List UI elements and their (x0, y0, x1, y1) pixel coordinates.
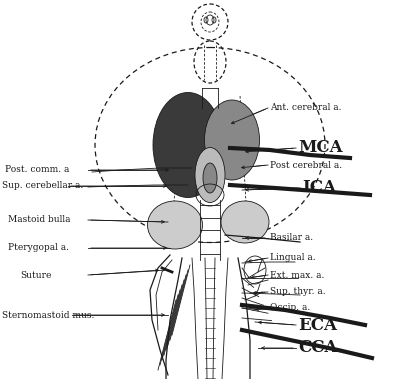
Ellipse shape (195, 147, 225, 202)
Text: ICA: ICA (302, 180, 336, 196)
Ellipse shape (203, 163, 217, 193)
Text: Mastoid bulla: Mastoid bulla (8, 216, 70, 224)
Ellipse shape (221, 201, 269, 243)
Ellipse shape (153, 92, 223, 197)
Ellipse shape (147, 201, 203, 249)
Text: Pterygopal a.: Pterygopal a. (8, 243, 69, 252)
Text: Sup. thyr. a.: Sup. thyr. a. (270, 288, 326, 296)
Text: Post cerebral a.: Post cerebral a. (270, 160, 342, 169)
Text: Post. comm. a: Post. comm. a (5, 166, 69, 174)
Text: Lingual a.: Lingual a. (270, 254, 315, 263)
Text: Ant. cerebral a.: Ant. cerebral a. (270, 103, 341, 113)
Text: MCA: MCA (298, 139, 343, 157)
Text: Basilar a.: Basilar a. (270, 233, 313, 243)
Ellipse shape (204, 100, 260, 180)
Text: Sup. cerebellar a.: Sup. cerebellar a. (2, 182, 83, 191)
Text: Occip. a.: Occip. a. (270, 304, 310, 313)
Text: Suture: Suture (20, 271, 51, 279)
Text: CCA: CCA (298, 340, 337, 357)
Text: ECA: ECA (298, 316, 337, 334)
Text: Sternomastoid mus.: Sternomastoid mus. (2, 310, 94, 319)
Text: Ext. max. a.: Ext. max. a. (270, 271, 324, 279)
